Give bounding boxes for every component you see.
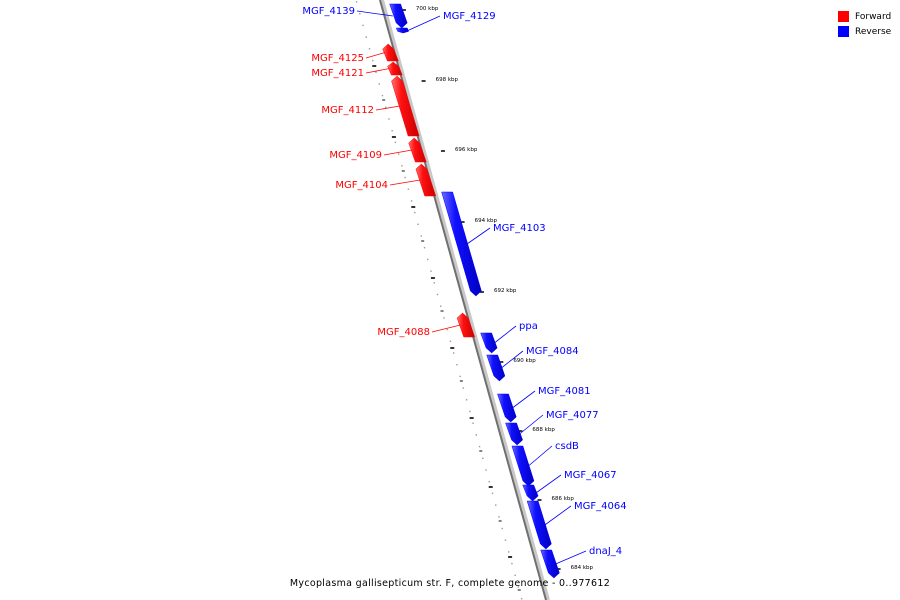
gene-label-mgf-4125: MGF_4125 (311, 52, 386, 64)
genome-caption: Mycoplasma gallisepticum str. F, complet… (289, 578, 611, 589)
gene-csdb[interactable] (511, 445, 535, 487)
tick-686-kbp: 686 kbp (537, 496, 575, 502)
svg-text:MGF_4064: MGF_4064 (574, 501, 627, 512)
tick-label: 698 kbp (436, 77, 459, 83)
gene-features (382, 3, 560, 579)
gene-label-ppa: ppa (494, 321, 538, 344)
gene-label-mgf-4081: MGF_4081 (512, 386, 591, 409)
svg-text:ppa: ppa (519, 321, 538, 332)
gene-label-mgf-4088: MGF_4088 (377, 324, 461, 338)
tick-694-kbp: 694 kbp (460, 218, 498, 224)
gene-mgf-4139[interactable] (389, 3, 408, 29)
tick-label: 684 kbp (571, 565, 594, 571)
gene-labels: MGF_4139 MGF_4129 MGF_4125 MGF_4121 MGF_4112… (302, 6, 627, 565)
gene-label-mgf-4103: MGF_4103 (466, 223, 546, 245)
svg-text:MGF_4077: MGF_4077 (546, 410, 599, 421)
minor-tick-track (355, 1, 523, 600)
legend-forward: Forward (838, 9, 891, 24)
tick-label: 688 kbp (532, 427, 555, 433)
tick-label: 694 kbp (475, 218, 498, 224)
legend-forward-label: Forward (855, 11, 892, 22)
gene-label-mgf-4064: MGF_4064 (544, 501, 627, 526)
gene-mgf-4084[interactable] (486, 354, 506, 382)
legend-reverse: Reverse (838, 24, 891, 39)
tick-684-kbp: 684 kbp (556, 565, 594, 571)
tick-698-kbp: 698 kbp (421, 77, 459, 83)
tick-700-kbp: 700 kbp (401, 6, 439, 12)
svg-text:MGF_4067: MGF_4067 (564, 470, 617, 481)
svg-text:MGF_4109: MGF_4109 (329, 150, 382, 161)
gene-label-mgf-4104: MGF_4104 (335, 179, 421, 191)
svg-text:MGF_4104: MGF_4104 (335, 180, 388, 191)
forward-swatch (838, 11, 849, 22)
svg-text:MGF_4129: MGF_4129 (443, 11, 496, 22)
gene-mgf-4077[interactable] (505, 422, 523, 446)
gene-label-mgf-4077: MGF_4077 (519, 410, 599, 435)
svg-text:MGF_4112: MGF_4112 (321, 105, 374, 116)
gene-dnaj-4[interactable] (540, 549, 560, 579)
svg-text:csdB: csdB (555, 441, 579, 452)
svg-text:MGF_4125: MGF_4125 (311, 53, 364, 64)
tick-696-kbp: 696 kbp (440, 147, 478, 153)
svg-text:MGF_4088: MGF_4088 (377, 327, 430, 338)
gene-mgf-4129[interactable] (395, 27, 409, 34)
legend: Forward Reverse (838, 9, 891, 39)
gene-label-csdb: csdB (528, 441, 579, 467)
tick-label: 692 kbp (494, 288, 517, 294)
gene-label-mgf-4139: MGF_4139 (302, 6, 393, 17)
svg-text:MGF_4103: MGF_4103 (493, 223, 546, 234)
svg-text:MGF_4139: MGF_4139 (302, 6, 355, 17)
svg-text:MGF_4084: MGF_4084 (526, 346, 579, 357)
gene-label-mgf-4067: MGF_4067 (535, 470, 617, 494)
gene-label-mgf-4129: MGF_4129 (407, 11, 496, 31)
gene-mgf-4104[interactable] (415, 163, 437, 197)
reverse-swatch (838, 26, 849, 37)
gene-label-mgf-4121: MGF_4121 (311, 68, 390, 79)
gene-mgf-4121[interactable] (387, 61, 403, 76)
gene-mgf-4112[interactable] (391, 75, 420, 137)
legend-reverse-label: Reverse (855, 26, 892, 37)
svg-text:MGF_4121: MGF_4121 (311, 68, 364, 79)
gene-label-mgf-4084: MGF_4084 (501, 346, 579, 369)
gene-mgf-4067[interactable] (522, 484, 539, 502)
genome-backbone-shadow (380, 0, 550, 600)
gene-mgf-4109[interactable] (408, 137, 427, 163)
tick-690-kbp: 690 kbp (499, 358, 536, 364)
gene-ppa[interactable] (480, 332, 498, 354)
scale-ticks: 700 kbp 698 kbp 696 kbp 694 kbp 692 kbp 690 k… (401, 6, 594, 571)
gene-mgf-4081[interactable] (497, 393, 517, 423)
gene-label-dnaj-4: dnaJ_4 (555, 546, 622, 565)
tick-label: 696 kbp (455, 147, 478, 153)
gene-label-mgf-4112: MGF_4112 (321, 105, 400, 116)
gene-mgf-4103[interactable] (441, 191, 482, 297)
tick-label: 690 kbp (513, 358, 536, 364)
gene-mgf-4125[interactable] (382, 43, 399, 62)
tick-692-kbp: 692 kbp (479, 288, 517, 294)
gene-label-mgf-4109: MGF_4109 (329, 149, 413, 161)
tick-label: 686 kbp (552, 496, 575, 502)
tick-label: 700 kbp (416, 6, 439, 12)
svg-text:dnaJ_4: dnaJ_4 (589, 546, 622, 557)
svg-text:MGF_4081: MGF_4081 (538, 386, 591, 397)
gene-mgf-4088[interactable] (456, 312, 476, 338)
gene-mgf-4064[interactable] (526, 500, 552, 550)
